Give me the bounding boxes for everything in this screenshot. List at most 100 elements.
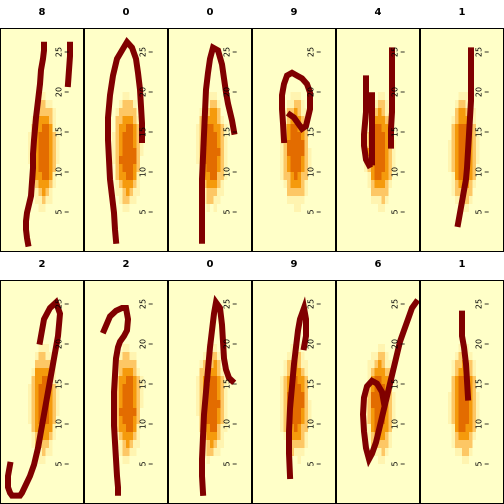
heat-cell bbox=[122, 472, 127, 481]
heat-cell bbox=[220, 164, 225, 173]
heat-cell bbox=[458, 392, 463, 401]
heat-cell bbox=[192, 172, 197, 181]
heat-cell bbox=[287, 124, 291, 133]
heat-cell bbox=[469, 424, 473, 433]
heat-cell bbox=[472, 480, 477, 489]
heat-cell bbox=[147, 408, 151, 417]
heat-cell bbox=[196, 100, 200, 109]
heat-cell bbox=[378, 140, 382, 149]
heat-cell bbox=[213, 156, 218, 165]
heat-cell bbox=[462, 448, 466, 457]
heat-cell bbox=[42, 140, 46, 149]
heat-cell bbox=[129, 408, 134, 417]
heat-cell bbox=[283, 196, 288, 205]
heat-cell bbox=[21, 344, 25, 353]
heat-cell bbox=[290, 172, 295, 181]
heat-cell bbox=[231, 344, 235, 353]
heat-cell bbox=[31, 108, 36, 117]
heat-cell bbox=[476, 172, 480, 181]
heat-cell bbox=[290, 212, 295, 221]
heat-cell bbox=[381, 480, 386, 489]
heat-cell bbox=[231, 360, 235, 369]
panel-title: 9 bbox=[291, 259, 298, 270]
heat-cell bbox=[147, 172, 151, 181]
heat-cell bbox=[479, 376, 484, 385]
heat-cell bbox=[136, 368, 141, 377]
heat-cell bbox=[119, 400, 123, 409]
heat-cell bbox=[294, 204, 298, 213]
heat-cell bbox=[220, 116, 225, 125]
panel-title: 6 bbox=[375, 259, 382, 270]
heat-cell bbox=[63, 480, 67, 489]
heat-cell bbox=[462, 116, 466, 125]
heat-cell bbox=[45, 116, 50, 125]
heat-cell bbox=[311, 76, 316, 85]
heat-cell bbox=[276, 164, 281, 173]
heat-cell bbox=[147, 212, 151, 221]
heat-cell bbox=[224, 204, 228, 213]
heat-cell bbox=[231, 464, 235, 473]
heat-cell bbox=[465, 204, 470, 213]
heat-cell bbox=[378, 172, 382, 181]
heat-cell bbox=[451, 100, 456, 109]
heat-cell bbox=[227, 148, 232, 157]
heat-cell bbox=[357, 108, 361, 117]
heat-cell bbox=[297, 212, 302, 221]
heat-cell bbox=[147, 100, 151, 109]
heat-cell bbox=[301, 132, 305, 141]
heat-cell bbox=[448, 164, 452, 173]
heat-cell bbox=[220, 92, 225, 101]
heat-cell bbox=[476, 328, 480, 337]
heat-cell bbox=[381, 164, 386, 173]
heat-cell bbox=[280, 164, 284, 173]
heat-cell bbox=[276, 188, 281, 197]
heat-cell bbox=[283, 212, 288, 221]
heat-cell bbox=[315, 328, 319, 337]
heat-cell bbox=[378, 220, 382, 229]
heat-cell bbox=[381, 196, 386, 205]
heat-cell bbox=[24, 400, 29, 409]
heat-cell bbox=[465, 448, 470, 457]
heat-cell bbox=[133, 188, 137, 197]
axis-tick-label: 20 bbox=[307, 339, 316, 349]
heat-cell bbox=[231, 220, 235, 229]
heat-cell bbox=[35, 180, 39, 189]
heat-cell bbox=[31, 480, 36, 489]
heat-cell bbox=[448, 392, 452, 401]
heat-cell bbox=[444, 180, 449, 189]
heat-cell bbox=[119, 92, 123, 101]
heat-cell bbox=[140, 156, 144, 165]
heat-cell bbox=[304, 360, 309, 369]
heat-cell bbox=[479, 360, 484, 369]
heat-cell bbox=[220, 432, 225, 441]
axis-tick-label: 20 bbox=[391, 339, 400, 349]
heat-cell bbox=[357, 352, 361, 361]
heat-cell bbox=[458, 384, 463, 393]
heat-cell bbox=[273, 480, 277, 489]
heat-cell bbox=[399, 164, 403, 173]
heat-cell bbox=[192, 464, 197, 473]
heat-cell bbox=[367, 392, 372, 401]
heat-cell bbox=[448, 408, 452, 417]
panel-border bbox=[84, 28, 168, 252]
heat-cell bbox=[360, 220, 365, 229]
heat-cell bbox=[301, 472, 305, 481]
heat-cell bbox=[280, 220, 284, 229]
heat-cell bbox=[217, 432, 221, 441]
heat-cell bbox=[126, 448, 130, 457]
heat-cell bbox=[374, 480, 379, 489]
heat-cell bbox=[140, 360, 144, 369]
heat-cell bbox=[42, 376, 46, 385]
heat-cell bbox=[203, 344, 207, 353]
heat-cell bbox=[129, 212, 134, 221]
heat-cell bbox=[24, 196, 29, 205]
heat-cell bbox=[395, 384, 400, 393]
heat-cell bbox=[136, 344, 141, 353]
heat-cell bbox=[122, 204, 127, 213]
axis-tick-label: 20 bbox=[391, 87, 400, 97]
heat-cell bbox=[49, 480, 53, 489]
heat-cell bbox=[315, 448, 319, 457]
heat-cell bbox=[360, 464, 365, 473]
